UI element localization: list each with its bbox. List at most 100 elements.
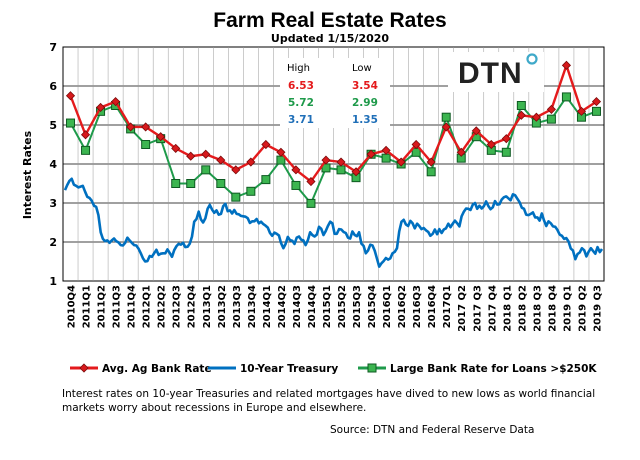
ag-bank-point	[516, 110, 526, 120]
dtn-logo: DTN	[448, 52, 544, 92]
ag-bank-point	[291, 165, 301, 175]
caption-text: Interest rates on 10-year Treasuries and…	[62, 388, 596, 414]
legend-square-icon	[367, 363, 377, 373]
ag-bank-point	[591, 97, 602, 107]
x-tick-label: 2015Q1	[322, 285, 333, 328]
large-bank-point	[591, 106, 601, 116]
y-tick-label: 2	[49, 236, 57, 249]
ag-bank-point	[321, 155, 331, 165]
y-tick-label: 5	[49, 119, 57, 132]
high-value: 5.72	[288, 97, 314, 109]
x-tick-label: 2015Q2	[337, 285, 348, 328]
x-tick-label: 2013Q1	[202, 285, 213, 328]
large-bank-point	[306, 198, 316, 208]
x-tick-label: 2014Q2	[277, 285, 288, 328]
large-bank-point	[171, 179, 181, 188]
x-tick-label: 2019 Q3	[592, 285, 603, 332]
ag-bank-point	[246, 157, 256, 167]
ag-bank-point	[531, 112, 541, 122]
x-tick-label: 2011Q4	[127, 285, 138, 328]
x-tick-label: 2017 Q2	[457, 285, 468, 332]
logo-text: DTN	[458, 57, 523, 90]
x-tick-label: 2018 Q3	[532, 285, 543, 332]
large-bank-point	[561, 92, 571, 102]
y-tick-label: 6	[49, 80, 57, 93]
series-line-10-year-treasury	[63, 177, 604, 268]
large-bank-point	[201, 165, 211, 175]
ag-bank-point	[456, 147, 466, 157]
ag-bank-point	[96, 102, 106, 113]
source-text: Source: DTN and Federal Reserve Data	[330, 424, 535, 436]
ag-bank-point	[156, 132, 166, 142]
large-bank-point	[546, 114, 556, 124]
large-bank-point	[516, 101, 526, 110]
x-tick-label: 2012Q4	[187, 285, 198, 328]
ag-bank-point	[276, 147, 286, 157]
ag-bank-point	[306, 176, 316, 187]
large-bank-point	[501, 147, 511, 157]
legend-diamond-icon	[79, 363, 89, 373]
ag-bank-point	[261, 139, 271, 150]
ag-bank-point	[111, 97, 121, 107]
x-tick-label: 2018 Q2	[517, 285, 528, 332]
ag-bank-point	[126, 122, 136, 132]
ag-bank-point	[201, 149, 211, 159]
x-tick-label: 2016Q1	[382, 285, 393, 328]
ag-bank-point	[141, 122, 151, 132]
x-tick-label: 2016Q4	[427, 285, 438, 328]
high-value: 3.71	[288, 114, 314, 126]
legend-label: Avg. Ag Bank Rate	[102, 363, 212, 375]
series-layer	[63, 60, 604, 268]
x-tick-label: 2015Q4	[367, 285, 378, 328]
x-tick-label: 2015Q3	[352, 285, 363, 328]
ag-bank-point	[411, 139, 421, 150]
ag-bank-point	[171, 143, 181, 153]
x-tick-label: 2016Q3	[412, 285, 423, 328]
x-tick-label: 2017 Q3	[472, 285, 483, 332]
x-tick-label: 2019 Q1	[562, 285, 573, 332]
ag-bank-point	[80, 130, 91, 140]
x-axis-ticks: 2010Q4 2011Q1 2011Q2 2011Q3 2011Q4 2012Q1 2012…	[67, 285, 604, 332]
x-tick-label: 2014Q1	[262, 285, 273, 328]
ag-bank-point	[351, 167, 361, 177]
x-tick-label: 2018 Q1	[502, 285, 513, 332]
chart-title: Farm Real Estate Rates	[213, 9, 447, 32]
ag-bank-point	[576, 106, 587, 116]
x-tick-label: 2012Q3	[172, 285, 183, 328]
large-bank-point	[426, 167, 436, 177]
ag-bank-point	[231, 165, 241, 175]
large-bank-point	[336, 165, 346, 175]
x-tick-label: 2014Q3	[292, 285, 303, 328]
legend: Avg. Ag Bank Rate 10-Year Treasury Large B…	[70, 363, 597, 375]
legend-label: 10-Year Treasury	[240, 363, 338, 375]
ag-bank-point	[396, 157, 406, 167]
x-tick-label: 2011Q3	[112, 285, 123, 328]
ag-bank-point	[546, 104, 556, 114]
large-bank-point	[141, 140, 151, 149]
ag-bank-point	[426, 157, 436, 167]
x-tick-label: 2010Q4	[67, 285, 78, 328]
x-tick-label: 2012Q2	[157, 285, 168, 328]
large-bank-point	[66, 118, 76, 128]
ag-bank-point	[366, 149, 376, 159]
ag-bank-point	[471, 126, 481, 136]
y-tick-label: 7	[49, 41, 57, 54]
large-bank-point	[291, 180, 301, 190]
y-tick-label: 3	[49, 197, 57, 210]
y-tick-label: 1	[49, 275, 57, 288]
high-low-table: High Low 6.53 3.54 5.72 2.99 3.71 1.35	[280, 58, 390, 128]
ag-bank-point	[65, 91, 76, 101]
large-bank-point	[216, 179, 226, 188]
x-tick-label: 2011Q1	[82, 285, 93, 328]
x-tick-label: 2014Q4	[307, 285, 318, 328]
ag-bank-point	[501, 134, 511, 144]
large-bank-point	[186, 179, 196, 188]
large-bank-point	[81, 145, 91, 155]
logo-accent-icon	[526, 53, 538, 65]
ag-bank-point	[441, 122, 451, 132]
ag-bank-point	[381, 145, 391, 155]
x-tick-label: 2016Q2	[397, 285, 408, 328]
x-tick-label: 2013Q2	[217, 285, 228, 328]
y-tick-label: 4	[49, 158, 57, 171]
